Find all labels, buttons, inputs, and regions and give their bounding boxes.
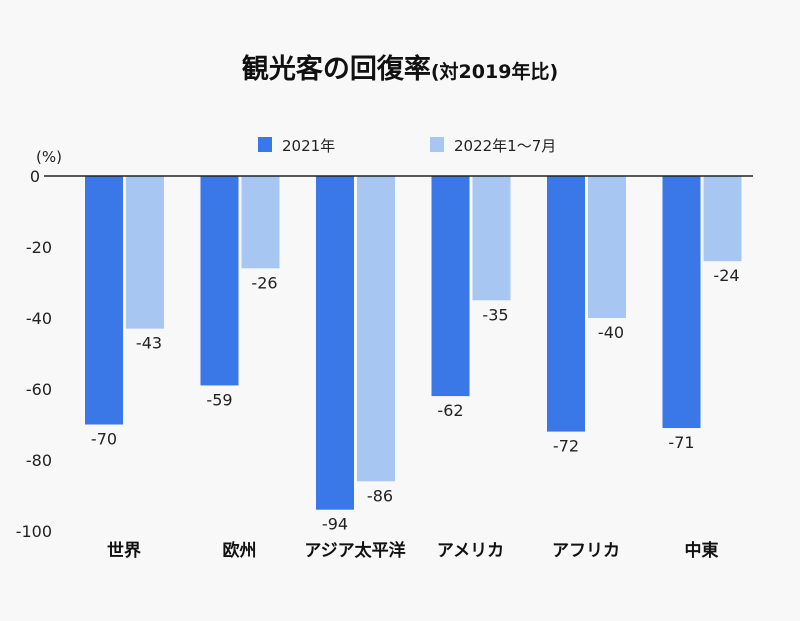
bar (241, 176, 280, 269)
y-tick-label: -80 (26, 451, 52, 470)
bar (85, 176, 123, 425)
bar (588, 176, 626, 318)
data-label: -94 (322, 515, 348, 534)
y-tick-label: 0 (30, 167, 40, 186)
data-label: -86 (367, 486, 393, 505)
y-tick-label: -20 (26, 238, 52, 257)
bar (200, 176, 239, 386)
data-label: -26 (251, 273, 277, 292)
category-label: 欧州 (223, 540, 257, 561)
bar (126, 176, 164, 329)
legend-label: 2021年 (282, 137, 335, 155)
category-label: 世界 (107, 541, 141, 561)
bar (357, 176, 395, 482)
data-label: -72 (553, 437, 579, 456)
y-tick-label: -100 (16, 522, 52, 541)
data-label: -62 (437, 401, 463, 420)
chart-title: 観光客の回復率(対2019年比) (242, 53, 558, 85)
data-label: -24 (713, 266, 739, 285)
legend-swatch (258, 137, 272, 152)
data-label: -70 (91, 430, 117, 449)
y-tick-label: -40 (26, 309, 52, 328)
legend-label: 2022年1〜7月 (454, 137, 556, 155)
y-axis-unit: (%) (36, 148, 62, 166)
y-tick-label: -60 (26, 380, 52, 399)
category-label: アフリカ (552, 541, 620, 561)
data-label: -59 (206, 390, 232, 409)
bar (316, 176, 354, 510)
category-label: アメリカ (437, 541, 504, 561)
legend-swatch (430, 137, 444, 152)
category-label: 中東 (685, 540, 719, 561)
data-label: -71 (668, 433, 694, 452)
data-label: -43 (136, 334, 162, 353)
bar (547, 176, 585, 432)
data-label: -35 (482, 305, 508, 324)
data-label: -40 (598, 323, 624, 342)
category-label: アジア太平洋 (304, 540, 405, 561)
bar (662, 176, 701, 429)
bar (431, 176, 470, 397)
bar (472, 176, 511, 301)
bar (703, 176, 742, 262)
